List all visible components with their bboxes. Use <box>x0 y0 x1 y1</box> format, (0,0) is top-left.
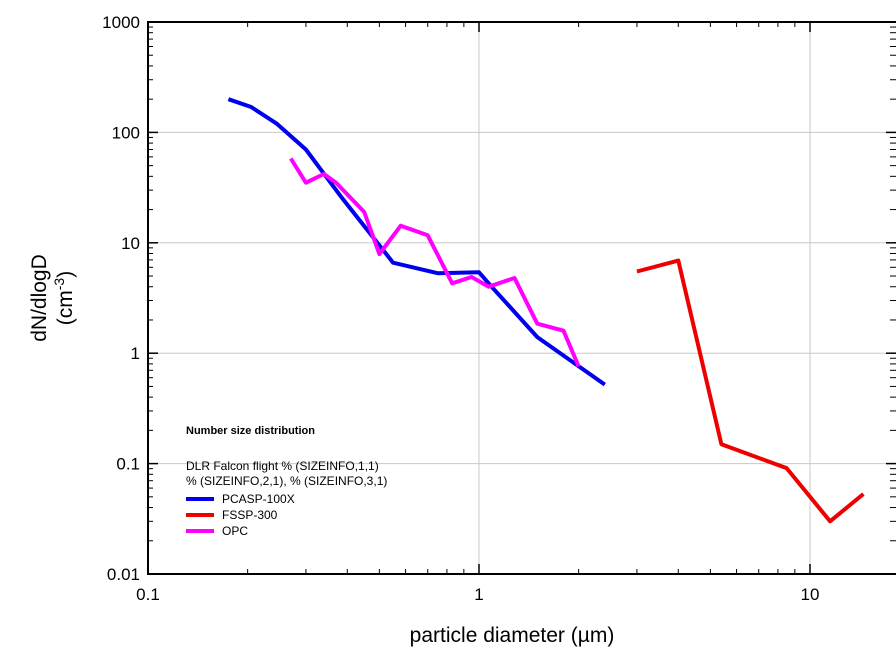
y-tick-label: 0.01 <box>107 565 140 584</box>
x-tick-label: 0.1 <box>136 585 160 604</box>
series-line-opc <box>289 157 581 368</box>
series-line-pcasp-100x <box>227 97 606 387</box>
y-axis-title-main: dN/dlogD <box>28 254 51 342</box>
legend-description-line1: DLR Falcon flight % (SIZEINFO,1,1) <box>186 459 379 473</box>
y-tick-label: 1000 <box>102 13 140 32</box>
legend-items: PCASP-100X FSSP-300 OPC <box>186 492 295 538</box>
y-tick-label: 10 <box>121 234 140 253</box>
plot-area-frame <box>147 21 896 575</box>
y-tick-label: 100 <box>112 123 140 142</box>
legend-description-line2: % (SIZEINFO,2,1), % (SIZEINFO,3,1) <box>186 474 387 488</box>
y-tick-label: 0.1 <box>116 455 140 474</box>
legend-title: Number size distribution <box>186 425 315 437</box>
legend-label: PCASP-100X <box>222 492 295 506</box>
legend: Number size distribution DLR Falcon flig… <box>186 425 387 538</box>
y-unit-exponent: -3 <box>51 278 67 291</box>
axis-ticks <box>147 21 896 575</box>
y-axis-title: dN/dlogD (cm-3) <box>28 254 77 342</box>
legend-label: OPC <box>222 524 248 538</box>
grid-lines <box>148 22 896 574</box>
y-unit-base: (cm <box>54 290 77 325</box>
series-line-fssp-300 <box>636 258 865 524</box>
y-unit-close: ) <box>54 271 77 278</box>
x-tick-label: 1 <box>474 585 483 604</box>
series-lines <box>227 97 865 524</box>
x-axis-title: particle diameter (µm) <box>410 624 615 647</box>
y-axis-title-unit: (cm-3) <box>51 271 77 325</box>
x-tick-label: 10 <box>801 585 820 604</box>
y-tick-label: 1 <box>131 344 140 363</box>
legend-label: FSSP-300 <box>222 508 278 522</box>
